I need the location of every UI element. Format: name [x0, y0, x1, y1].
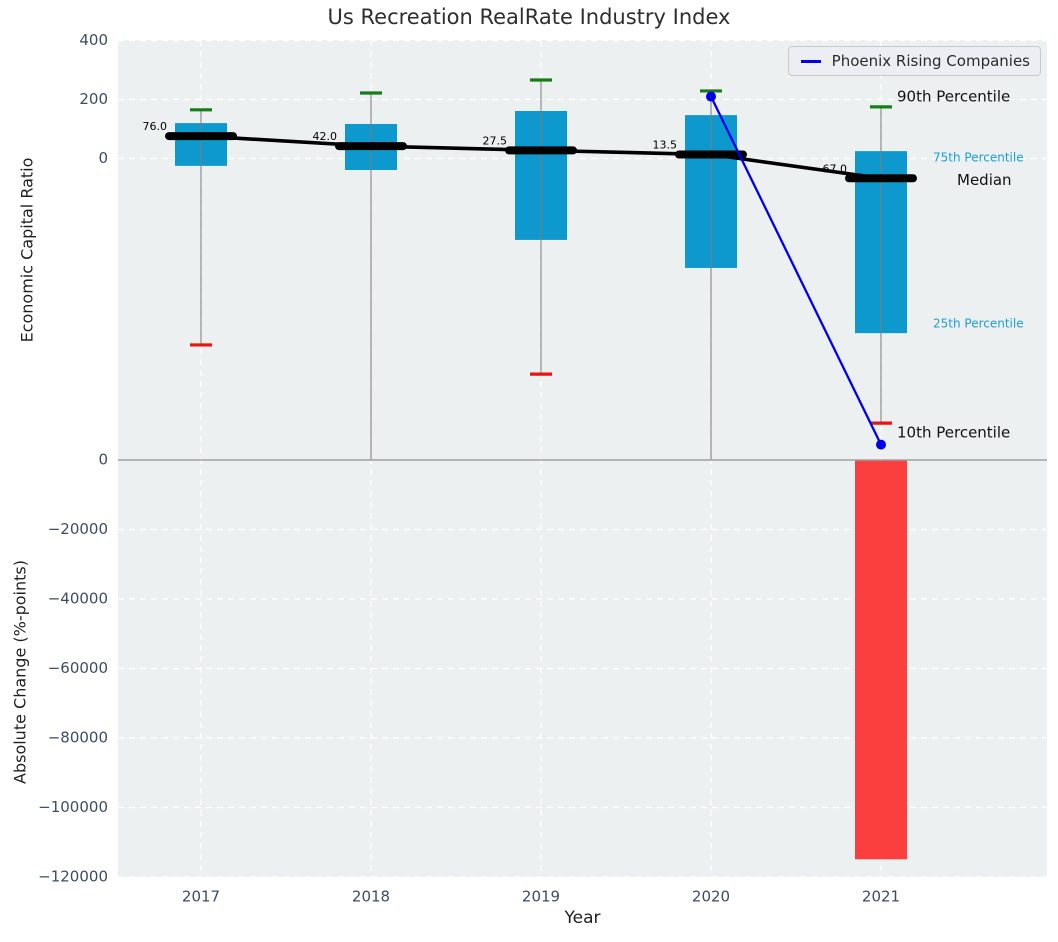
callout-p10-label: 10th Percentile	[897, 424, 1010, 442]
xtick-2020: 2020	[692, 888, 730, 906]
ytick-top-0: 0	[98, 149, 108, 167]
phoenix-line	[709, 96, 883, 446]
chart-title: Us Recreation RealRate Industry Index	[327, 5, 731, 29]
median-value-label-2019: 27.5	[483, 134, 508, 147]
median-value-label-2017: 76.0	[143, 120, 168, 133]
callout-p90-label: 90th Percentile	[897, 87, 1010, 105]
xtick-2019: 2019	[522, 888, 560, 906]
phoenix-marker-2021	[876, 439, 886, 450]
box-group-2019	[515, 78, 567, 376]
xtick-2018: 2018	[352, 888, 390, 906]
ytick-bottom--40000: −40000	[48, 590, 108, 608]
median-value-label-2018: 42.0	[313, 130, 338, 143]
y-ticks-bottom: 0 −20000 −40000 −60000 −80000 −100000 −120000	[38, 451, 108, 886]
ytick-bottom--120000: −120000	[38, 868, 108, 886]
y-ticks-top: 0 200 400	[79, 31, 108, 167]
median-value-label-2020: 13.5	[653, 139, 678, 152]
change-bar-2021	[855, 460, 907, 860]
xtick-2021: 2021	[862, 888, 900, 906]
callout-p25-label: 25th Percentile	[933, 317, 1024, 331]
ytick-bottom--80000: −80000	[48, 729, 108, 747]
ytick-bottom--100000: −100000	[38, 798, 108, 816]
ytick-top-200: 200	[79, 90, 108, 108]
legend-line-sample-icon	[801, 59, 821, 63]
legend: Phoenix Rising Companies	[788, 46, 1041, 76]
box-group-2020	[685, 89, 737, 460]
box-group-2017	[175, 108, 227, 347]
phoenix-marker-2020	[706, 91, 716, 102]
ytick-bottom--20000: −20000	[48, 520, 108, 538]
xtick-2017: 2017	[182, 888, 220, 906]
ytick-top-400: 400	[79, 31, 108, 49]
ytick-bottom-0: 0	[98, 451, 108, 469]
median-value-label-2021: -67.0	[819, 162, 847, 175]
callout-p75-label: 75th Percentile	[933, 151, 1024, 165]
plot-background	[118, 40, 1047, 877]
callout-median-label: Median	[957, 171, 1012, 189]
x-axis-label: Year	[564, 908, 601, 928]
x-ticks: 2017 2018 2019 2020 2021	[182, 888, 900, 906]
ytick-bottom--60000: −60000	[48, 659, 108, 677]
legend-item-label: Phoenix Rising Companies	[831, 52, 1030, 70]
